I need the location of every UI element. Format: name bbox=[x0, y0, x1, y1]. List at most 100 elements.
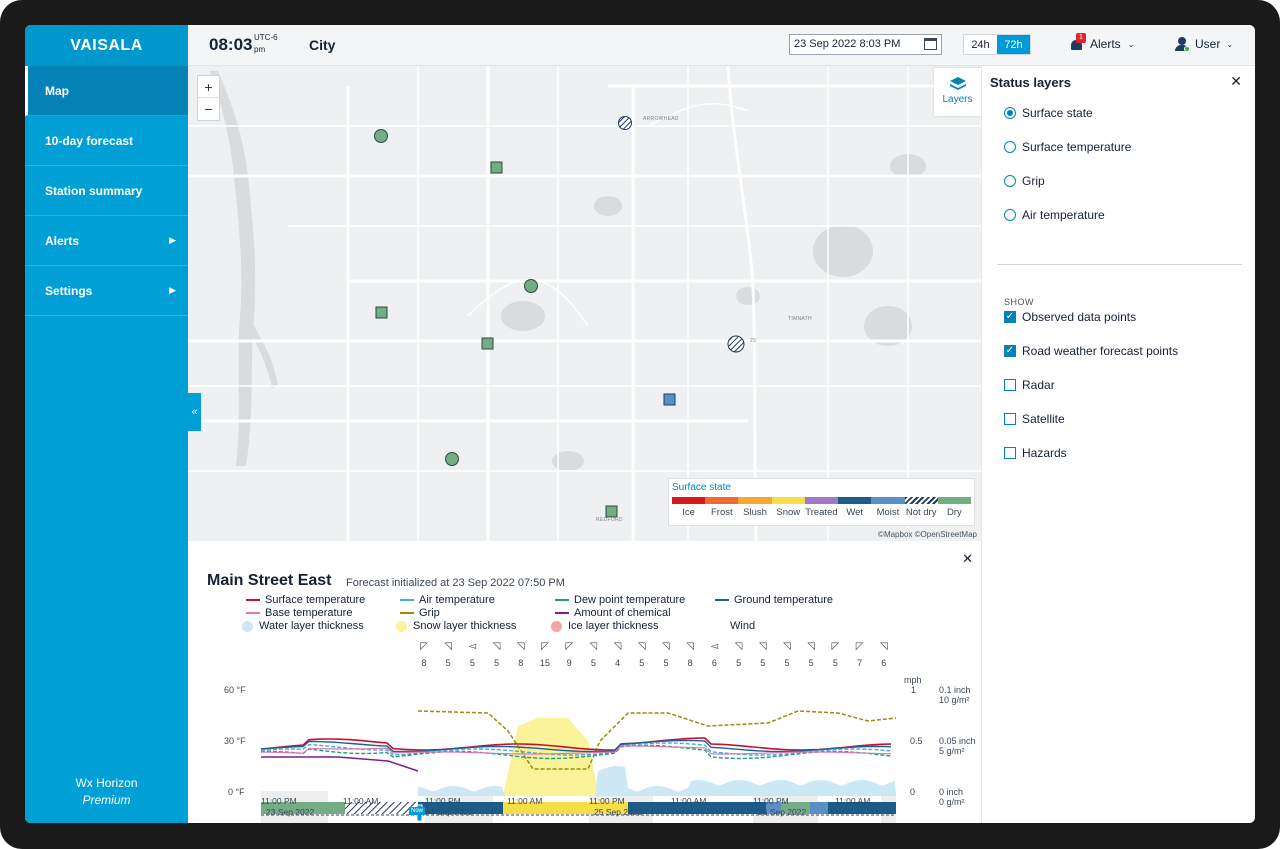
sidebar-item-10-day-forecast[interactable]: 10-day forecast bbox=[25, 116, 188, 166]
panel-title: Status layers bbox=[990, 75, 1071, 90]
legend-label: Base temperature bbox=[265, 607, 353, 619]
wind-direction-icon: ◸ bbox=[565, 641, 574, 652]
layers-icon bbox=[949, 77, 966, 90]
forecast-initialized: Forecast initialized at 23 Sep 2022 07:5… bbox=[346, 577, 565, 589]
range-24h-button[interactable]: 24h bbox=[964, 35, 997, 54]
place-label: REDFORD bbox=[596, 517, 623, 523]
wind-speed: 6 bbox=[711, 658, 717, 668]
checkbox[interactable] bbox=[1004, 379, 1016, 391]
forecast-point-marker[interactable] bbox=[663, 393, 676, 406]
vaisala-logo: VAISALA bbox=[25, 25, 188, 66]
wind-speed: 5 bbox=[445, 658, 451, 668]
date-time-picker[interactable]: 23 Sep 2022 8:03 PM bbox=[789, 34, 942, 55]
range-72h-button[interactable]: 72h bbox=[997, 35, 1030, 54]
legend-line-swatch bbox=[246, 599, 260, 601]
checkbox[interactable] bbox=[1004, 413, 1016, 425]
now-marker-label: Now bbox=[409, 807, 426, 815]
forecast-point-marker[interactable] bbox=[605, 505, 618, 518]
checkbox[interactable] bbox=[1004, 447, 1016, 459]
time-axis-label: 11:00 PM 23 Sep 2022 bbox=[261, 796, 314, 818]
show-layer-option[interactable]: ✓ Road weather forecast points bbox=[1004, 344, 1178, 358]
time-value: 11:00 PM bbox=[261, 796, 297, 806]
legend-label: Not dry bbox=[905, 507, 937, 518]
ground-temperature-line bbox=[260, 739, 892, 753]
legend-label: Wind bbox=[730, 620, 756, 632]
option-label: Surface state bbox=[1022, 106, 1093, 120]
legend-label: Wet bbox=[846, 507, 864, 518]
wind-direction-icon: ◹ bbox=[492, 641, 501, 652]
bell-icon: 1 bbox=[1070, 32, 1086, 51]
sidebar-item-station-summary[interactable]: Station summary bbox=[25, 166, 188, 216]
y-axis-temp-label: 60 °F bbox=[224, 685, 246, 695]
legend-dot-swatch bbox=[242, 620, 253, 632]
status-layer-option[interactable]: Grip bbox=[1004, 174, 1045, 188]
forecast-point-marker[interactable] bbox=[490, 161, 503, 174]
checkbox[interactable]: ✓ bbox=[1004, 345, 1016, 357]
radio-button[interactable] bbox=[1004, 107, 1016, 119]
time-value: 11:00 PM bbox=[425, 796, 461, 806]
legend-line-swatch bbox=[400, 612, 414, 614]
wind-speed: 5 bbox=[663, 658, 669, 668]
alerts-menu[interactable]: 1 Alerts ⌄ bbox=[1070, 32, 1135, 51]
layers-button[interactable]: Layers bbox=[934, 68, 981, 116]
close-icon[interactable]: ✕ bbox=[1230, 73, 1242, 89]
close-icon[interactable]: ✕ bbox=[962, 551, 973, 566]
thickness-grams: 5 g/m² bbox=[939, 746, 965, 756]
station-marker[interactable] bbox=[445, 452, 459, 466]
wind-speed: 15 bbox=[539, 658, 550, 668]
radio-button[interactable] bbox=[1004, 175, 1016, 187]
show-layer-option[interactable]: Satellite bbox=[1004, 412, 1065, 426]
status-layer-option[interactable]: Air temperature bbox=[1004, 208, 1105, 222]
time-axis-label: 11:00 AM bbox=[343, 796, 378, 807]
legend-swatch bbox=[937, 497, 971, 504]
show-layer-option[interactable]: Hazards bbox=[1004, 446, 1067, 460]
legend-label: Treated bbox=[805, 507, 838, 518]
sidebar-item-map[interactable]: Map bbox=[25, 66, 188, 116]
surface-temperature-line bbox=[260, 737, 892, 751]
station-marker[interactable] bbox=[374, 129, 388, 143]
zoom-out-button[interactable]: − bbox=[204, 101, 213, 117]
option-label: Radar bbox=[1022, 378, 1055, 392]
grip-line bbox=[417, 710, 897, 770]
station-marker[interactable] bbox=[524, 279, 538, 293]
option-label: Observed data points bbox=[1022, 310, 1137, 324]
wind-direction-icon: ◹ bbox=[879, 641, 888, 652]
station-marker[interactable] bbox=[727, 335, 745, 353]
forecast-point-marker[interactable] bbox=[481, 337, 494, 350]
wind-speed: 5 bbox=[808, 658, 814, 668]
sidebar-item-settings[interactable]: Settings ▶ bbox=[25, 266, 188, 316]
checkbox[interactable]: ✓ bbox=[1004, 311, 1016, 323]
forecast-point-marker[interactable] bbox=[375, 306, 388, 319]
wind-speed: 5 bbox=[639, 658, 645, 668]
show-layer-option[interactable]: Radar bbox=[1004, 378, 1055, 392]
wind-speed: 5 bbox=[760, 658, 766, 668]
user-menu[interactable]: User ⌄ bbox=[1175, 37, 1233, 52]
time-value: 11:00 PM bbox=[589, 796, 625, 806]
legend-line-swatch bbox=[400, 599, 414, 601]
legend-swatch bbox=[804, 497, 839, 504]
zoom-in-button[interactable]: + bbox=[198, 76, 219, 98]
sidebar-item-label: Alerts bbox=[45, 233, 80, 248]
status-layer-option[interactable]: Surface state bbox=[1004, 106, 1093, 120]
calendar-icon[interactable] bbox=[924, 38, 937, 50]
y-axis-grip-label: 1 bbox=[911, 685, 917, 695]
map-view[interactable]: ARROWHEAD TIMNATH REDFORD 25 + − Layers … bbox=[188, 66, 981, 541]
alerts-count-badge: 1 bbox=[1076, 32, 1086, 43]
wind-direction-icon: ◸ bbox=[855, 641, 864, 652]
status-layer-option[interactable]: Surface temperature bbox=[1004, 140, 1131, 154]
show-layer-option[interactable]: ✓ Observed data points bbox=[1004, 310, 1136, 324]
legend-swatch bbox=[705, 497, 739, 504]
sidebar-item-label: Settings bbox=[45, 283, 93, 298]
show-section-label: SHOW bbox=[1004, 297, 1034, 307]
chevron-down-icon: ⌄ bbox=[1127, 39, 1135, 49]
chart-legend-item: Amount of chemical bbox=[555, 607, 671, 619]
legend-label: Frost bbox=[711, 507, 733, 518]
station-marker[interactable] bbox=[618, 116, 632, 130]
radio-button[interactable] bbox=[1004, 141, 1016, 153]
radio-button[interactable] bbox=[1004, 209, 1016, 221]
station-name: Main Street East bbox=[207, 572, 332, 589]
wind-speed: 5 bbox=[784, 658, 790, 668]
product-brand: Wx Horizon Premium bbox=[25, 775, 188, 809]
sidebar-item-alerts[interactable]: Alerts ▶ bbox=[25, 216, 188, 266]
collapse-sidebar-button[interactable]: « bbox=[188, 393, 201, 431]
